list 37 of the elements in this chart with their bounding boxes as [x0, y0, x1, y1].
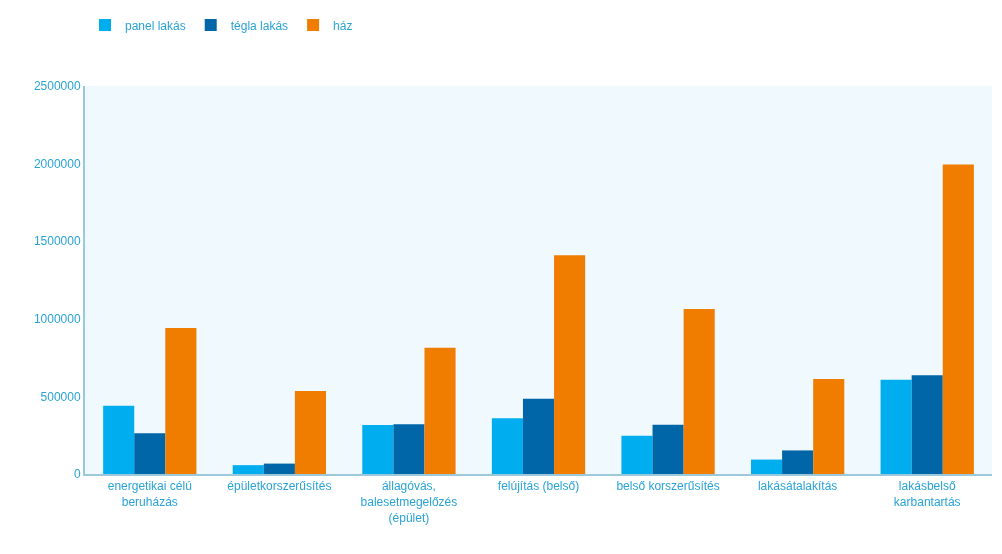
- bar: [813, 379, 845, 474]
- legend-label: tégla lakás: [230, 18, 289, 33]
- x-tick-label: energetikai célú beruházás: [107, 479, 192, 509]
- bar: [911, 375, 943, 474]
- bar: [942, 164, 974, 474]
- bar: [652, 424, 684, 474]
- y-tick-label: 500000: [40, 389, 81, 404]
- bar: [424, 347, 456, 474]
- bar: [232, 465, 264, 474]
- y-tick-label: 1000000: [33, 312, 81, 326]
- y-tick-label: 0: [73, 467, 81, 482]
- x-tick-label: állagóvás, balesetmegelőzés (épület): [360, 479, 458, 525]
- bar: [362, 425, 394, 474]
- x-tick-label: épületkorszerűsítés: [227, 479, 332, 494]
- bar: [683, 309, 715, 474]
- x-tick-label: lakásbelső karbantartás: [893, 479, 961, 509]
- bar: [880, 379, 912, 474]
- bar: [621, 435, 653, 474]
- bar: [554, 255, 586, 474]
- bar: [522, 398, 555, 474]
- y-tick-label: 2500000: [33, 79, 81, 94]
- bar: [782, 450, 814, 474]
- bar: [491, 418, 523, 474]
- x-tick-label: lakásátalakítás: [757, 479, 838, 494]
- bar: [751, 459, 783, 474]
- bar: [294, 390, 326, 474]
- legend-label: panel lakás: [125, 18, 186, 33]
- bar: [134, 433, 166, 474]
- bar: [103, 405, 135, 474]
- y-tick-label: 2000000: [33, 156, 81, 171]
- x-tick-label: belső korszerűsítés: [616, 479, 720, 494]
- legend-label: ház: [333, 18, 353, 33]
- y-tick-label: 1500000: [33, 234, 81, 249]
- bar: [165, 328, 197, 474]
- bar: [393, 424, 425, 474]
- x-tick-label: felújítás (belső): [497, 479, 580, 494]
- bar: [263, 463, 295, 474]
